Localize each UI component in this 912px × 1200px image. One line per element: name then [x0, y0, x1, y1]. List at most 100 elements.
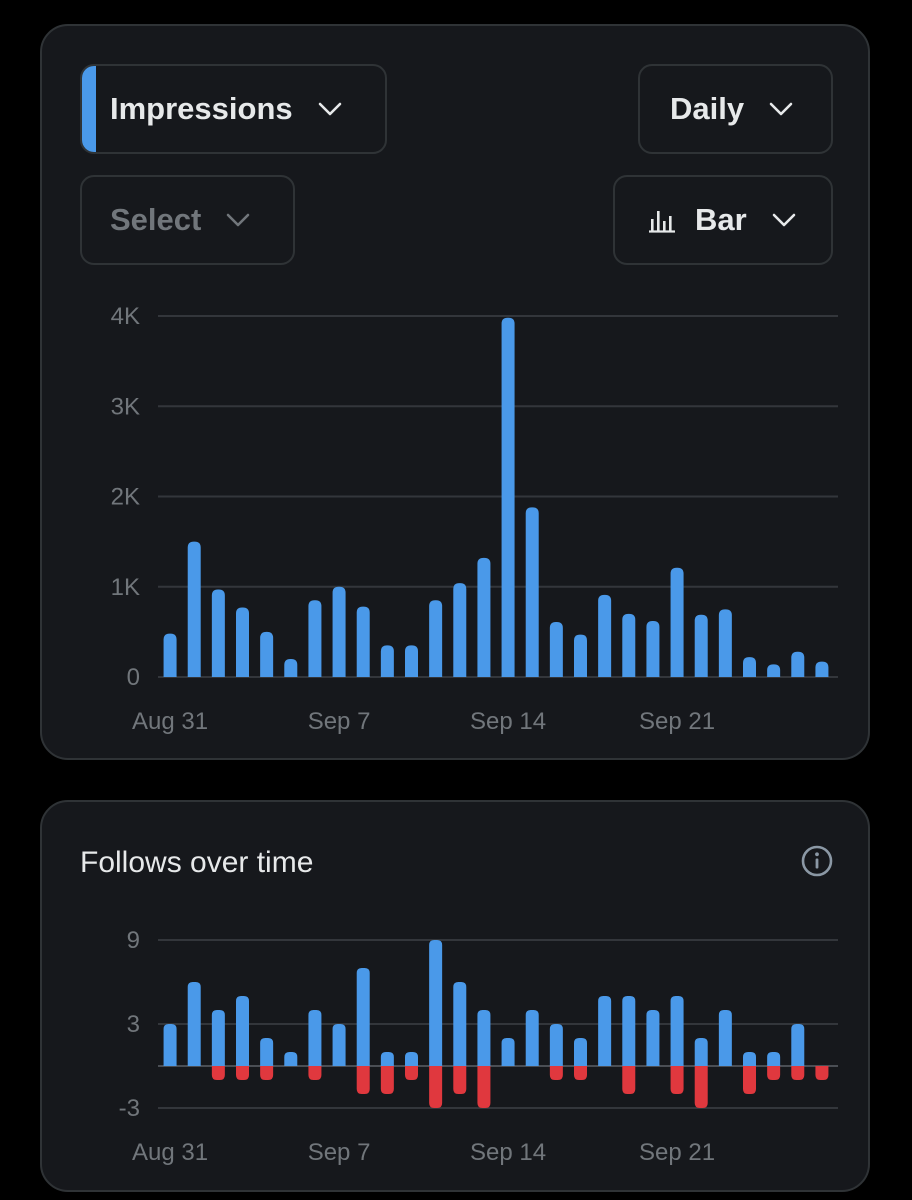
bar-positive[interactable]: [356, 606, 370, 677]
bar-positive[interactable]: [622, 613, 636, 677]
bar-positive[interactable]: [163, 633, 177, 677]
bar-positive[interactable]: [405, 645, 418, 677]
bar-positive[interactable]: [429, 940, 443, 1066]
bar-negative[interactable]: [453, 1066, 467, 1094]
bar-positive[interactable]: [791, 651, 805, 677]
x-tick-label: Aug 31: [132, 708, 208, 735]
y-tick-label: 1K: [111, 574, 140, 601]
bar-positive[interactable]: [525, 1010, 539, 1066]
bar-positive[interactable]: [284, 658, 298, 677]
bar-negative[interactable]: [815, 1066, 829, 1080]
bar-positive[interactable]: [501, 1038, 515, 1066]
follows-card: Follows over time 9 3 -3 Aug 31 Sep 7 Sep 14 S…: [40, 800, 870, 1192]
bar-negative[interactable]: [260, 1066, 274, 1080]
bar-positive[interactable]: [501, 317, 515, 677]
bar-positive[interactable]: [670, 996, 684, 1066]
x-tick-label: Sep 7: [308, 708, 371, 735]
bar-positive[interactable]: [767, 664, 781, 677]
bar-negative[interactable]: [236, 1066, 249, 1080]
bar-positive[interactable]: [211, 589, 225, 677]
bar-positive[interactable]: [356, 968, 370, 1066]
x-tick-label: Sep 7: [308, 1139, 371, 1166]
bar-negative[interactable]: [694, 1066, 708, 1108]
bar-negative[interactable]: [477, 1066, 491, 1108]
bar-positive[interactable]: [791, 1024, 805, 1066]
interval-dropdown-label: Daily: [670, 91, 745, 126]
bar-positive[interactable]: [380, 645, 394, 677]
bar-positive[interactable]: [405, 1052, 418, 1066]
y-tick-label: 2K: [111, 484, 140, 511]
bar-positive[interactable]: [453, 583, 467, 677]
bar-negative[interactable]: [791, 1066, 805, 1080]
bar-chart-icon: [649, 211, 675, 233]
bar-negative[interactable]: [574, 1066, 587, 1080]
bar-positive[interactable]: [211, 1010, 225, 1066]
bar-negative[interactable]: [405, 1066, 418, 1080]
bar-positive[interactable]: [332, 586, 346, 677]
bar-positive[interactable]: [332, 1024, 346, 1066]
bar-negative[interactable]: [308, 1066, 322, 1080]
bar-positive[interactable]: [308, 600, 322, 677]
metric-dropdown[interactable]: Impressions: [80, 64, 387, 154]
bar-negative[interactable]: [380, 1066, 394, 1094]
bar-positive[interactable]: [598, 996, 612, 1066]
bar-positive[interactable]: [815, 661, 829, 677]
bar-positive[interactable]: [646, 1010, 660, 1066]
bar-negative[interactable]: [211, 1066, 225, 1080]
bar-positive[interactable]: [549, 1024, 563, 1066]
bar-positive[interactable]: [163, 1024, 177, 1066]
bar-positive[interactable]: [284, 1052, 298, 1066]
compare-dropdown[interactable]: Select: [80, 175, 295, 265]
bar-positive[interactable]: [477, 557, 491, 677]
y-tick-label: 9: [127, 927, 140, 954]
bar-positive[interactable]: [187, 982, 201, 1066]
bar-positive[interactable]: [236, 607, 249, 677]
bar-positive[interactable]: [743, 1052, 756, 1066]
bar-negative[interactable]: [429, 1066, 443, 1108]
compare-dropdown-label: Select: [110, 202, 202, 237]
bar-negative[interactable]: [356, 1066, 370, 1094]
bar-positive[interactable]: [767, 1052, 781, 1066]
bar-positive[interactable]: [429, 600, 443, 677]
bar-negative[interactable]: [622, 1066, 636, 1094]
info-icon[interactable]: [800, 844, 834, 878]
interval-dropdown[interactable]: Daily: [638, 64, 833, 154]
bar-positive[interactable]: [549, 621, 563, 677]
bar-positive[interactable]: [646, 621, 660, 677]
bar-positive[interactable]: [718, 1010, 732, 1066]
bar-positive[interactable]: [380, 1052, 394, 1066]
bar-positive[interactable]: [694, 1038, 708, 1066]
bar-positive[interactable]: [670, 567, 684, 677]
y-tick-label: 4K: [111, 303, 140, 330]
bar-negative[interactable]: [549, 1066, 563, 1080]
x-tick-label: Aug 31: [132, 1139, 208, 1166]
bar-positive[interactable]: [477, 1010, 491, 1066]
y-tick-label: 3K: [111, 393, 140, 420]
bar-positive[interactable]: [525, 507, 539, 677]
x-tick-label: Sep 21: [639, 708, 715, 735]
bar-positive[interactable]: [187, 541, 201, 677]
bar-positive[interactable]: [718, 609, 732, 677]
bar-positive[interactable]: [260, 1038, 274, 1066]
chevron-down-icon: [318, 102, 341, 116]
impressions-bar-chart: 0 1K 2K 3K 4K Aug 31 Sep 7 Sep 14 Sep 21: [111, 303, 838, 735]
bar-positive[interactable]: [743, 657, 756, 677]
bar-negative[interactable]: [670, 1066, 684, 1094]
bar-positive[interactable]: [574, 634, 587, 677]
bar-positive[interactable]: [453, 982, 467, 1066]
bar-positive[interactable]: [598, 594, 612, 677]
bar-positive[interactable]: [574, 1038, 587, 1066]
x-tick-label: Sep 14: [470, 708, 546, 735]
bar-negative[interactable]: [743, 1066, 756, 1094]
follows-title: Follows over time: [80, 846, 314, 879]
chevron-down-icon: [227, 213, 250, 227]
bar-positive[interactable]: [694, 614, 708, 677]
chart-type-dropdown[interactable]: Bar: [613, 175, 833, 265]
bar-positive[interactable]: [308, 1010, 322, 1066]
metric-accent-bar: [82, 66, 96, 152]
bar-positive[interactable]: [260, 631, 274, 677]
bar-negative[interactable]: [767, 1066, 781, 1080]
bar-positive[interactable]: [622, 996, 636, 1066]
bar-positive[interactable]: [236, 996, 249, 1066]
chart-type-dropdown-label: Bar: [695, 202, 747, 237]
